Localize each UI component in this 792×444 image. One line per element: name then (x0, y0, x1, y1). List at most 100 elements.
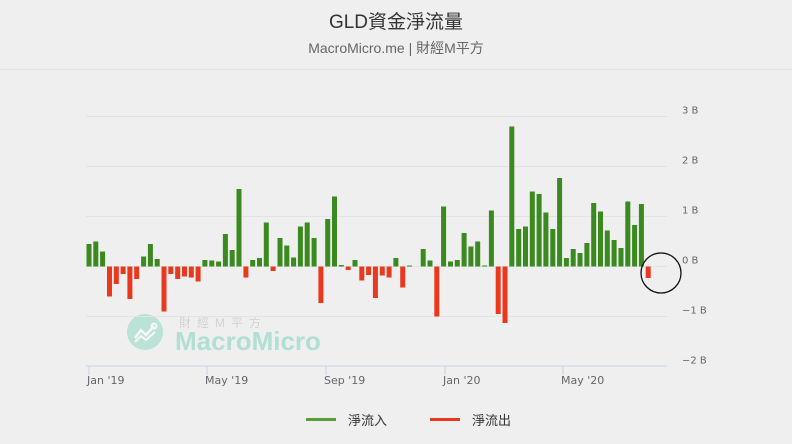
inflow-bar[interactable] (93, 241, 99, 267)
inflow-bar[interactable] (604, 230, 610, 267)
inflow-bar[interactable] (277, 238, 283, 267)
inflow-bar[interactable] (236, 189, 242, 267)
x-tick-label: Jan '19 (86, 374, 124, 387)
inflow-bar[interactable] (332, 196, 337, 267)
chart-subtitle: MacroMicro.me | 財經M平方 (308, 40, 484, 56)
inflow-bar[interactable] (86, 244, 92, 267)
outflow-bar[interactable] (168, 266, 174, 275)
outflow-bar[interactable] (645, 266, 651, 279)
outflow-bar[interactable] (113, 266, 119, 285)
x-tick-label: May '19 (205, 374, 248, 387)
header-divider (0, 69, 792, 70)
outflow-bar[interactable] (243, 266, 249, 278)
inflow-bar[interactable] (229, 250, 235, 267)
inflow-bar[interactable] (454, 260, 460, 267)
inflow-bar[interactable] (598, 211, 603, 267)
inflow-bar[interactable] (638, 204, 644, 267)
inflow-bar[interactable] (304, 222, 310, 267)
inflow-bar[interactable] (407, 265, 412, 267)
inflow-bar[interactable] (618, 248, 624, 267)
inflow-bar[interactable] (475, 241, 481, 267)
inflow-bar[interactable] (352, 260, 358, 267)
inflow-bar[interactable] (427, 260, 433, 267)
outflow-bar[interactable] (345, 266, 351, 271)
outflow-bar[interactable] (188, 266, 194, 278)
inflow-bar[interactable] (488, 210, 494, 267)
inflow-bar[interactable] (611, 240, 617, 267)
inflow-bar[interactable] (297, 226, 303, 267)
inflow-bar[interactable] (141, 256, 147, 267)
inflow-bar[interactable] (154, 259, 160, 267)
inflow-bar[interactable] (202, 260, 208, 267)
outflow-bar[interactable] (107, 266, 112, 297)
inflow-bar[interactable] (461, 233, 467, 267)
inflow-bar[interactable] (563, 258, 569, 267)
inflow-bar[interactable] (291, 257, 297, 267)
inflow-bar[interactable] (420, 249, 426, 267)
watermark-cn: 財經M平方 (179, 316, 267, 330)
bar-chart: 3 B 2 B 1 B 0 B −1 B −2 B Jan '19 May '19 Sep '… (86, 106, 707, 387)
outflow-bar[interactable] (175, 266, 181, 280)
inflow-bar[interactable] (584, 243, 590, 267)
inflow-bar[interactable] (250, 260, 256, 267)
legend-outflow-swatch (430, 418, 460, 421)
inflow-bar[interactable] (216, 261, 222, 267)
inflow-bar[interactable] (543, 212, 549, 267)
outflow-bar[interactable] (379, 266, 385, 276)
outflow-bar[interactable] (372, 266, 378, 299)
inflow-bar[interactable] (100, 251, 106, 267)
inflow-bar[interactable] (441, 206, 447, 267)
outflow-bar[interactable] (134, 266, 140, 280)
inflow-bar[interactable] (516, 229, 522, 267)
inflow-bar[interactable] (550, 229, 556, 267)
macromicro-logo-icon (127, 314, 163, 350)
inflow-bar[interactable] (529, 191, 535, 267)
x-axis: Jan '19 May '19 Sep '19 Jan '20 May '20 (86, 365, 667, 387)
inflow-bar[interactable] (284, 245, 290, 267)
inflow-bar[interactable] (577, 253, 583, 267)
inflow-bar[interactable] (311, 238, 317, 267)
outflow-bar[interactable] (270, 266, 276, 272)
inflow-bar[interactable] (536, 194, 542, 267)
y-tick-label: 1 B (682, 206, 699, 217)
inflow-bar[interactable] (632, 225, 638, 267)
outflow-bar[interactable] (359, 266, 365, 281)
watermark-en: MacroMicro (175, 326, 321, 356)
inflow-bar[interactable] (209, 260, 215, 267)
outflow-bar[interactable] (400, 266, 406, 288)
outflow-bar[interactable] (195, 266, 201, 282)
outflow-bar[interactable] (434, 266, 440, 317)
y-axis: 3 B 2 B 1 B 0 B −1 B −2 B (682, 106, 707, 367)
outflow-bar[interactable] (366, 266, 372, 276)
inflow-bar[interactable] (523, 226, 528, 267)
inflow-bar[interactable] (557, 178, 563, 267)
inflow-bar[interactable] (591, 203, 597, 267)
outflow-bar[interactable] (495, 266, 501, 315)
outflow-bar[interactable] (386, 266, 392, 278)
inflow-bar[interactable] (222, 234, 228, 267)
inflow-bar[interactable] (448, 261, 453, 267)
y-tick-label: −2 B (682, 356, 707, 367)
inflow-bar[interactable] (147, 244, 153, 267)
legend-inflow-swatch (306, 418, 336, 421)
inflow-bar[interactable] (482, 265, 488, 267)
inflow-bar[interactable] (570, 249, 576, 267)
outflow-bar[interactable] (120, 266, 126, 275)
inflow-bar[interactable] (509, 126, 515, 267)
inflow-bar[interactable] (263, 222, 269, 267)
outflow-bar[interactable] (182, 266, 187, 277)
outflow-bar[interactable] (161, 266, 167, 312)
legend-item-inflow[interactable]: 淨流入 (306, 410, 387, 429)
outflow-bar[interactable] (318, 266, 324, 304)
inflow-bar[interactable] (257, 258, 262, 267)
inflow-bar[interactable] (625, 201, 631, 267)
outflow-bar[interactable] (127, 266, 133, 300)
inflow-bar[interactable] (338, 265, 344, 267)
outflow-bar[interactable] (502, 266, 508, 324)
inflow-bar[interactable] (393, 258, 399, 267)
legend-item-outflow[interactable]: 淨流出 (430, 410, 511, 429)
inflow-bar[interactable] (325, 219, 331, 267)
y-tick-label: 2 B (682, 156, 699, 167)
x-tick-label: May '20 (561, 374, 604, 387)
inflow-bar[interactable] (468, 246, 474, 267)
